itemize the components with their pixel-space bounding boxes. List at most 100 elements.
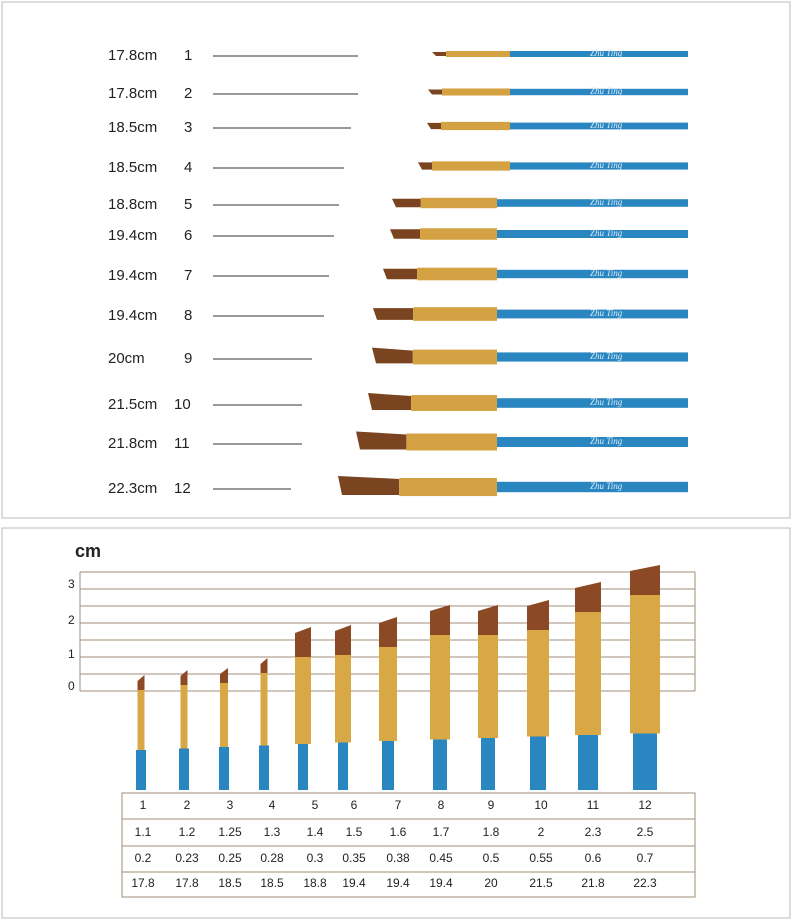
ferrule	[295, 657, 311, 744]
brand-text: Zhu Ting	[590, 160, 623, 170]
table-cell: 17.8	[131, 876, 155, 890]
ferrule	[180, 685, 188, 749]
length-label: 19.4cm	[108, 227, 157, 244]
bristles	[478, 605, 498, 635]
table-cell: 0.38	[386, 851, 410, 865]
table-cell: 9	[488, 798, 495, 812]
table-cell: 2	[184, 798, 191, 812]
brand-text: Zhu Ting	[590, 397, 623, 407]
handle	[433, 739, 447, 790]
bristles	[356, 431, 407, 450]
ferrule	[430, 635, 450, 740]
table-cell: 18.8	[303, 876, 327, 890]
handle	[136, 750, 146, 790]
handle	[497, 437, 688, 447]
bristles	[428, 89, 442, 95]
brand-text: Zhu Ting	[590, 120, 623, 130]
ferrule	[411, 395, 497, 411]
handle	[298, 744, 308, 790]
bristles	[427, 122, 441, 130]
table-cell: 3	[227, 798, 234, 812]
ferrule	[335, 655, 351, 743]
brush-number: 4	[184, 159, 192, 176]
table-cell: 19.4	[429, 876, 453, 890]
table-cell: 7	[395, 798, 402, 812]
bristles	[575, 582, 601, 612]
ruler-tick-label: 1	[68, 647, 75, 661]
handle	[382, 741, 394, 790]
handle	[497, 398, 688, 408]
handle	[497, 269, 688, 279]
brush-number: 6	[184, 227, 192, 244]
bristles	[379, 617, 397, 647]
bristles	[527, 600, 549, 630]
ferrule	[442, 88, 510, 96]
table-cell: 1.7	[433, 825, 450, 839]
table-cell: 17.8	[175, 876, 199, 890]
bristles	[390, 229, 420, 239]
ferrule	[412, 349, 497, 365]
length-label: 18.8cm	[108, 196, 157, 213]
ferrule	[417, 267, 497, 281]
table-cell: 0.28	[260, 851, 284, 865]
length-label: 21.8cm	[108, 435, 157, 452]
handle	[338, 742, 348, 790]
ferrule	[420, 228, 497, 240]
length-label: 18.5cm	[108, 119, 157, 136]
brand-text: Zhu Ting	[590, 86, 623, 96]
ferrule	[527, 630, 549, 737]
table-cell: 21.5	[529, 876, 553, 890]
handle	[497, 352, 688, 362]
table-cell: 1.1	[135, 825, 152, 839]
ferrule	[413, 307, 497, 321]
bristles	[383, 268, 418, 280]
brand-text: Zhu Ting	[590, 351, 623, 361]
length-label: 19.4cm	[108, 307, 157, 324]
table-cell: 0.5	[483, 851, 500, 865]
table-cell: 0.45	[429, 851, 453, 865]
table-cell: 1.3	[264, 825, 281, 839]
handle	[510, 122, 688, 130]
brand-text: Zhu Ting	[590, 228, 623, 238]
table-cell: 1.6	[390, 825, 407, 839]
table-cell: 11	[587, 798, 600, 812]
table-cell: 21.8	[581, 876, 605, 890]
handle	[633, 733, 657, 790]
table-cell: 2.3	[585, 825, 602, 839]
brush-number: 5	[184, 196, 192, 213]
brush-number: 3	[184, 119, 192, 136]
handle	[481, 738, 495, 790]
length-label: 17.8cm	[108, 85, 157, 102]
ferrule	[406, 433, 497, 451]
ferrule	[420, 197, 497, 209]
ferrule	[446, 51, 510, 57]
top-panel	[1, 1, 791, 519]
bristles	[392, 198, 421, 208]
unit-label: cm	[75, 541, 101, 561]
bristles	[630, 565, 660, 595]
brand-text: Zhu Ting	[590, 48, 623, 58]
table-cell: 4	[269, 798, 276, 812]
length-label: 18.5cm	[108, 159, 157, 176]
brush-number: 10	[174, 396, 191, 413]
handle	[530, 736, 546, 790]
table-cell: 1	[140, 798, 147, 812]
handle	[578, 735, 598, 790]
brand-text: Zhu Ting	[590, 197, 623, 207]
table-cell: 1.2	[179, 825, 196, 839]
bristles	[372, 347, 413, 364]
length-label: 21.5cm	[108, 396, 157, 413]
ferrule	[137, 690, 145, 750]
table-cell: 8	[438, 798, 445, 812]
brush-number: 1	[184, 47, 192, 64]
brush-number: 8	[184, 307, 192, 324]
ferrule	[432, 161, 510, 171]
ruler-tick-label: 2	[68, 613, 75, 627]
table-cell: 0.2	[135, 851, 152, 865]
handle	[259, 745, 269, 790]
ferrule	[441, 121, 510, 131]
table-cell: 1.4	[307, 825, 324, 839]
bristles	[137, 675, 145, 690]
ferrule	[478, 635, 498, 738]
